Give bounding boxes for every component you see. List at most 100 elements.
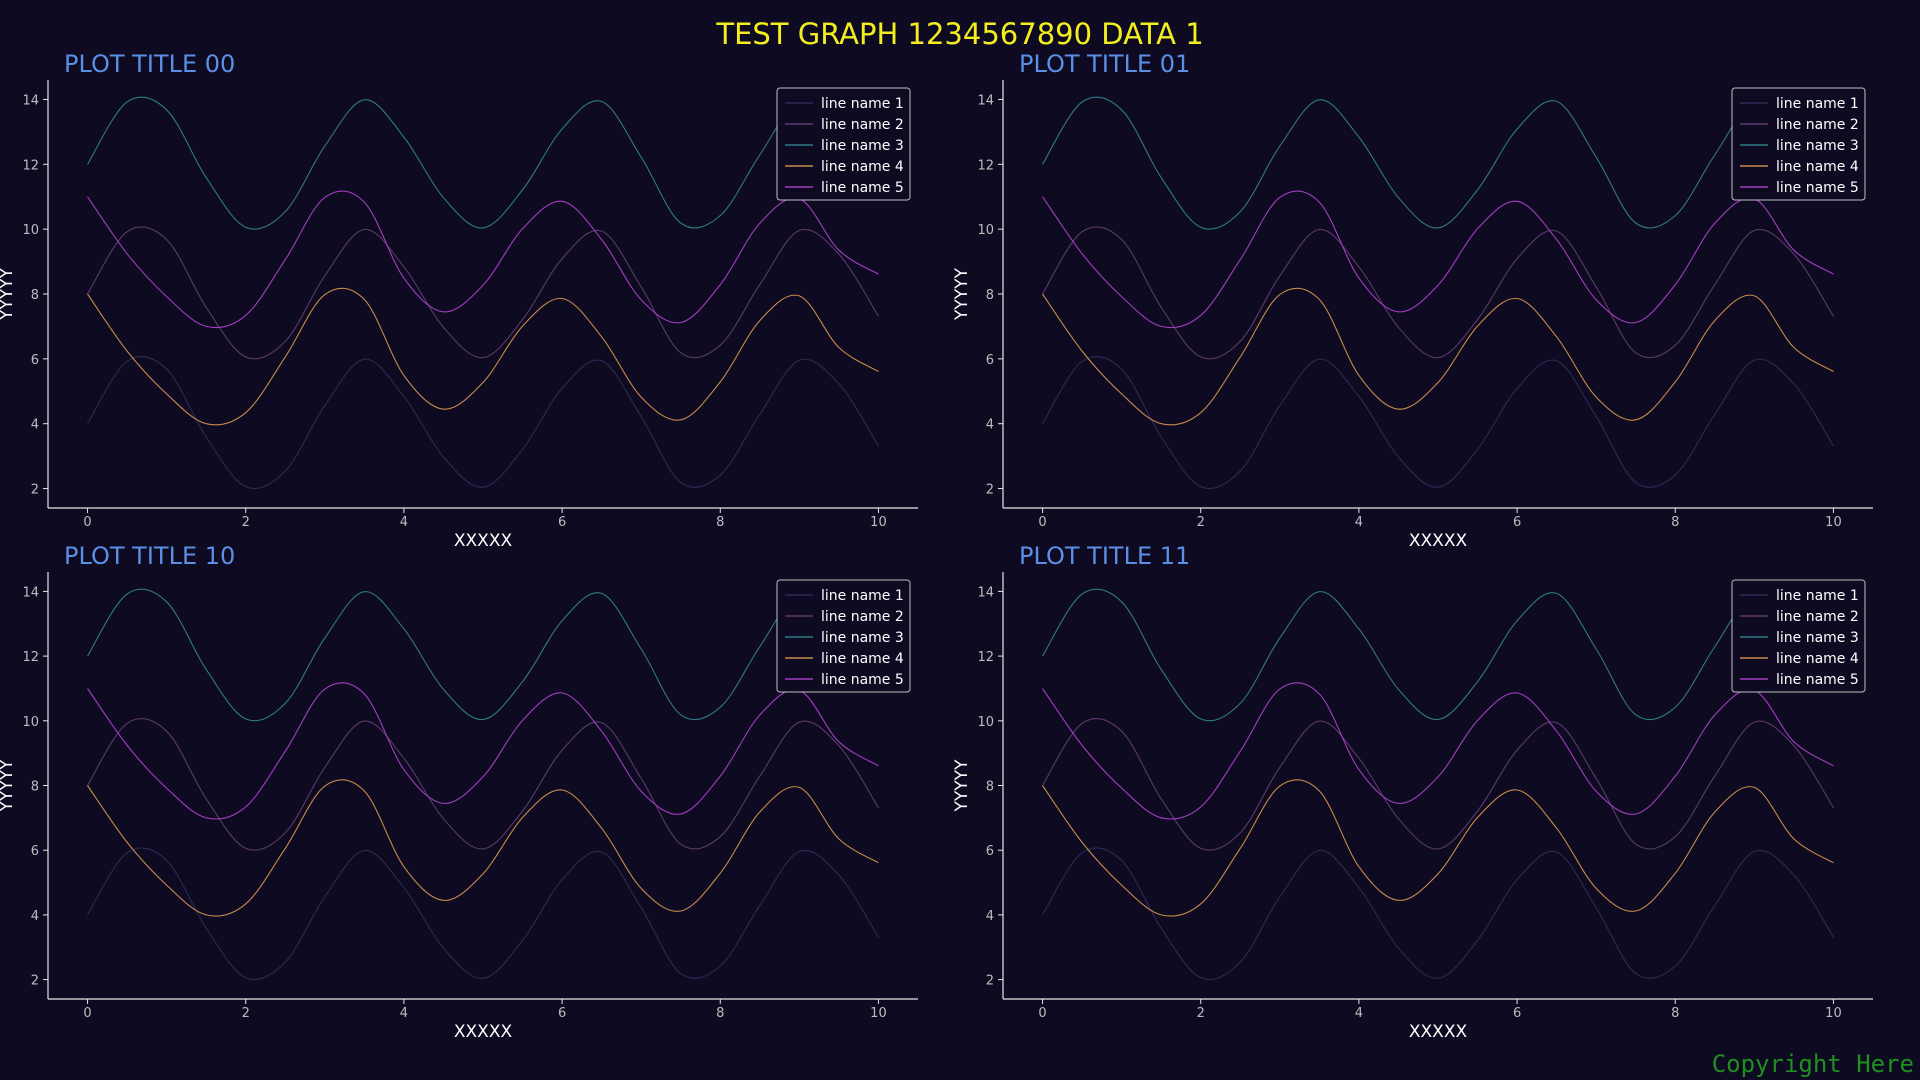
x-tick-label: 10 — [870, 1006, 887, 1021]
x-tick-label: 2 — [242, 515, 250, 530]
x-tick-label: 0 — [1038, 1006, 1046, 1021]
y-tick-label: 4 — [986, 909, 994, 924]
legend-entry: line name 1 — [1776, 96, 1859, 112]
x-axis-label: XXXXX — [454, 531, 513, 551]
legend-box — [1731, 87, 1866, 201]
y-tick-label: 2 — [986, 483, 994, 498]
series-line-2 — [1042, 717, 1834, 851]
series-line-2 — [87, 226, 879, 360]
x-tick-label: 8 — [716, 1006, 724, 1021]
x-axis-label: XXXXX — [1409, 531, 1468, 551]
subplot-title: PLOT TITLE 10 — [64, 542, 235, 570]
subplot-0: PLOT TITLE 00 0 2 4 6 8 10 2 4 6 8 10 12 14 XXXXX YYYYY… — [0, 50, 918, 551]
y-tick-label: 8 — [986, 288, 994, 303]
legend-entry: line name 1 — [1776, 588, 1859, 604]
x-tick-label: 10 — [870, 515, 887, 530]
y-tick-label: 14 — [22, 585, 39, 600]
legend-entry: line name 4 — [821, 159, 904, 175]
series-line-1 — [1042, 356, 1834, 490]
y-tick-label: 12 — [977, 650, 994, 665]
x-tick-label: 10 — [1825, 1006, 1842, 1021]
y-tick-label: 10 — [22, 223, 39, 238]
x-tick-label: 4 — [1355, 515, 1363, 530]
y-tick-label: 10 — [22, 715, 39, 730]
y-tick-label: 4 — [986, 418, 994, 433]
legend-entry: line name 5 — [821, 672, 904, 688]
legend-entry: line name 4 — [821, 651, 904, 667]
legend-entry: line name 3 — [821, 138, 904, 154]
series-line-4 — [1042, 287, 1834, 426]
subplot-title: PLOT TITLE 01 — [1019, 50, 1190, 78]
y-tick-label: 12 — [22, 158, 39, 173]
x-tick-label: 8 — [1671, 515, 1679, 530]
x-tick-label: 0 — [83, 515, 91, 530]
y-tick-label: 8 — [31, 780, 39, 795]
y-tick-label: 2 — [31, 974, 39, 989]
x-tick-label: 6 — [1513, 1006, 1521, 1021]
y-axis-label: YYYYY — [952, 267, 972, 321]
legend-entry: line name 2 — [1776, 609, 1859, 625]
x-tick-label: 6 — [558, 1006, 566, 1021]
legend-entry: line name 4 — [1776, 159, 1859, 175]
x-tick-label: 2 — [1197, 1006, 1205, 1021]
legend-entry: line name 4 — [1776, 651, 1859, 667]
y-axis-label: YYYYY — [952, 759, 972, 813]
series-line-5 — [87, 190, 879, 329]
subplot-title: PLOT TITLE 11 — [1019, 542, 1190, 570]
y-tick-label: 6 — [986, 844, 994, 859]
y-tick-label: 2 — [986, 974, 994, 989]
y-tick-label: 6 — [31, 353, 39, 368]
subplot-2: PLOT TITLE 10 0 2 4 6 8 10 2 4 6 8 10 12 14 XXXXX YYYYY… — [0, 542, 918, 1042]
legend-entry: line name 1 — [821, 588, 904, 604]
legend-entry: line name 5 — [1776, 180, 1859, 196]
x-tick-label: 6 — [558, 515, 566, 530]
series-line-5 — [1042, 190, 1834, 329]
legend-box — [1731, 579, 1866, 693]
legend-entry: line name 3 — [1776, 630, 1859, 646]
y-tick-label: 2 — [31, 483, 39, 498]
series-line-3 — [87, 588, 879, 722]
legend-entry: line name 2 — [1776, 117, 1859, 133]
y-tick-label: 12 — [977, 158, 994, 173]
y-tick-label: 6 — [986, 353, 994, 368]
x-tick-label: 2 — [1197, 515, 1205, 530]
legend-box — [776, 87, 911, 201]
x-axis-label: XXXXX — [454, 1022, 513, 1042]
subplot-3: PLOT TITLE 11 0 2 4 6 8 10 2 4 6 8 10 12 14 XXXXX YYYYY… — [952, 542, 1873, 1042]
x-tick-label: 0 — [83, 1006, 91, 1021]
series-line-2 — [87, 717, 879, 851]
x-tick-label: 2 — [242, 1006, 250, 1021]
series-line-1 — [87, 356, 879, 490]
x-tick-label: 4 — [400, 1006, 408, 1021]
series-line-4 — [87, 287, 879, 426]
copyright-notice: Copyright Here — [1711, 1050, 1914, 1078]
legend-entry: line name 2 — [821, 117, 904, 133]
y-tick-label: 4 — [31, 418, 39, 433]
legend-entry: line name 1 — [821, 96, 904, 112]
series-line-4 — [87, 779, 879, 917]
subplot-1: PLOT TITLE 01 0 2 4 6 8 10 2 4 6 8 10 12 14 XXXXX YYYYY… — [952, 50, 1873, 551]
figure-title: TEST GRAPH 1234567890 DATA 1 — [715, 17, 1203, 51]
legend-box — [776, 579, 911, 693]
x-tick-label: 6 — [1513, 515, 1521, 530]
y-axis-label: YYYYY — [0, 759, 17, 813]
legend-entry: line name 3 — [1776, 138, 1859, 154]
y-tick-label: 8 — [986, 780, 994, 795]
series-line-4 — [1042, 779, 1834, 917]
series-line-3 — [1042, 588, 1834, 722]
legend-entry: line name 5 — [821, 180, 904, 196]
y-axis-label: YYYYY — [0, 267, 17, 321]
series-line-1 — [87, 847, 879, 981]
x-tick-label: 8 — [1671, 1006, 1679, 1021]
subplot-title: PLOT TITLE 00 — [64, 50, 235, 78]
y-tick-label: 14 — [22, 93, 39, 108]
x-tick-label: 8 — [716, 515, 724, 530]
y-tick-label: 14 — [977, 93, 994, 108]
x-tick-label: 0 — [1038, 515, 1046, 530]
legend-entry: line name 5 — [1776, 672, 1859, 688]
y-tick-label: 10 — [977, 715, 994, 730]
x-tick-label: 4 — [400, 515, 408, 530]
y-tick-label: 10 — [977, 223, 994, 238]
series-line-5 — [87, 682, 879, 820]
